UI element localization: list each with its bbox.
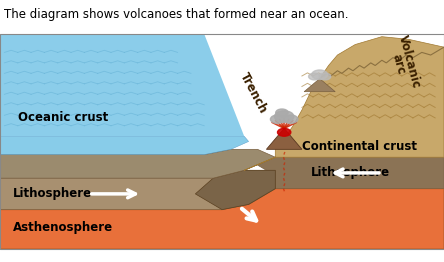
Polygon shape: [0, 34, 244, 136]
Circle shape: [319, 73, 331, 80]
Circle shape: [309, 73, 320, 80]
Text: Trench: Trench: [237, 70, 269, 115]
Polygon shape: [244, 37, 444, 170]
Polygon shape: [0, 170, 275, 210]
Text: Continental crust: Continental crust: [302, 140, 417, 153]
Circle shape: [270, 115, 285, 123]
Text: Asthenosphere: Asthenosphere: [13, 221, 114, 234]
Circle shape: [284, 115, 298, 123]
Polygon shape: [258, 157, 444, 189]
Text: Lithosphere: Lithosphere: [311, 166, 390, 179]
Polygon shape: [0, 136, 249, 155]
Polygon shape: [304, 79, 335, 92]
Text: Volcanic
arc: Volcanic arc: [385, 33, 423, 92]
Text: Oceanic crust: Oceanic crust: [18, 111, 108, 124]
Circle shape: [312, 70, 328, 79]
Polygon shape: [0, 189, 444, 249]
Polygon shape: [195, 170, 275, 210]
Circle shape: [274, 111, 294, 122]
Bar: [0, 34, 444, 249]
Polygon shape: [0, 149, 275, 178]
Circle shape: [276, 109, 288, 116]
Circle shape: [278, 128, 291, 136]
Text: Lithosphere: Lithosphere: [13, 187, 92, 200]
Polygon shape: [266, 128, 302, 149]
Text: The diagram shows volcanoes that formed near an ocean.: The diagram shows volcanoes that formed …: [4, 8, 349, 21]
